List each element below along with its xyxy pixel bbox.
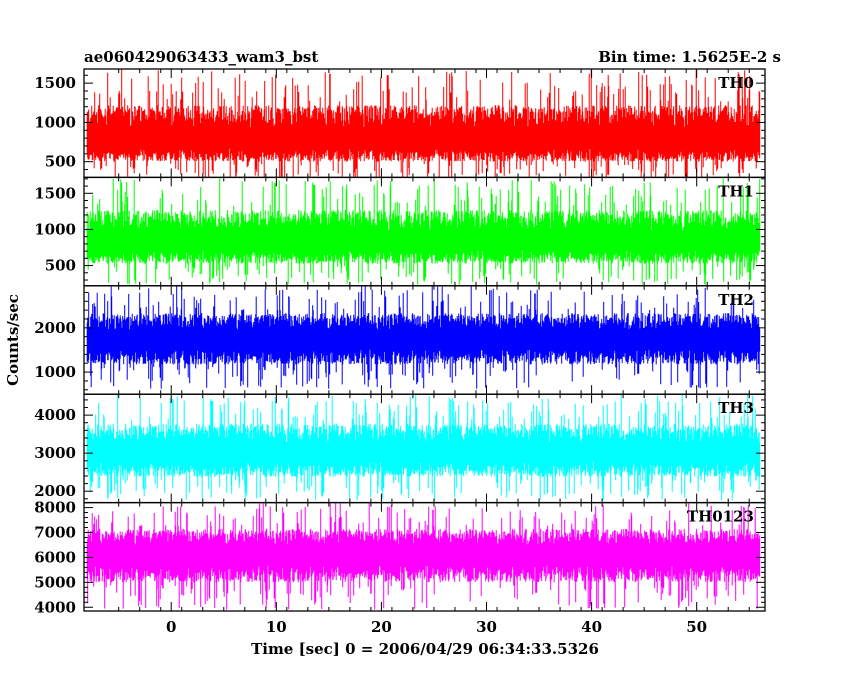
y-tick-label: 4000	[34, 406, 76, 424]
y-tick-label: 5000	[34, 573, 76, 591]
y-tick-label: 2000	[34, 482, 76, 500]
panel-label: TH1	[718, 182, 754, 200]
y-tick-label: 3000	[34, 444, 76, 462]
panel-th3: 2000 3000 4000 TH3	[34, 393, 766, 504]
x-axis: 0 10 20 30 40 50	[166, 618, 707, 636]
series-th0-line	[86, 69, 761, 177]
series-th2-line	[86, 286, 761, 389]
y-tick-label: 1500	[34, 184, 76, 202]
series-th3-line	[86, 394, 761, 501]
panel-label: TH2	[718, 291, 754, 309]
x-tick-label: 0	[166, 618, 176, 636]
y-tick-label: 500	[45, 257, 76, 275]
y-tick-label: 4000	[34, 598, 76, 616]
y-tick-label: 1000	[34, 363, 76, 381]
series-th0123-line	[86, 503, 761, 610]
panel-th0123: 4000 5000 6000 7000 8000 TH0123	[34, 499, 766, 616]
y-tick-label: 1000	[34, 113, 76, 131]
panels-group: 500 1000 1500 TH0 500 1000 1500 TH1 1000 2000 TH2 2…	[34, 68, 766, 616]
panel-th2: 1000 2000 TH2	[34, 285, 766, 395]
panel-label: TH0	[718, 74, 754, 92]
panel-label: TH0123	[687, 508, 754, 526]
panel-label: TH3	[718, 399, 754, 417]
chart-title: ae060429063433_wam3_bst	[84, 48, 318, 66]
y-axis-label: Counts/sec	[4, 294, 22, 386]
x-tick-label: 30	[476, 618, 497, 636]
x-tick-label: 40	[581, 618, 602, 636]
y-tick-label: 6000	[34, 548, 76, 566]
panel-th1: 500 1000 1500 TH1	[34, 176, 766, 287]
y-tick-label: 8000	[34, 499, 76, 517]
x-axis-label: Time [sec] 0 = 2006/04/29 06:34:33.5326	[251, 640, 599, 658]
x-tick-label: 50	[686, 618, 707, 636]
series-th1-line	[86, 177, 761, 285]
y-tick-label: 1000	[34, 220, 76, 238]
bin-time-label: Bin time: 1.5625E-2 s	[598, 48, 781, 66]
y-tick-label: 2000	[34, 319, 76, 337]
x-tick-label: 20	[371, 618, 392, 636]
y-tick-label: 1500	[34, 74, 76, 92]
panel-th0: 500 1000 1500 TH0	[34, 68, 766, 179]
y-tick-label: 7000	[34, 524, 76, 542]
panel-frame	[83, 501, 766, 612]
x-tick-label: 10	[266, 618, 287, 636]
y-tick-label: 500	[45, 153, 76, 171]
